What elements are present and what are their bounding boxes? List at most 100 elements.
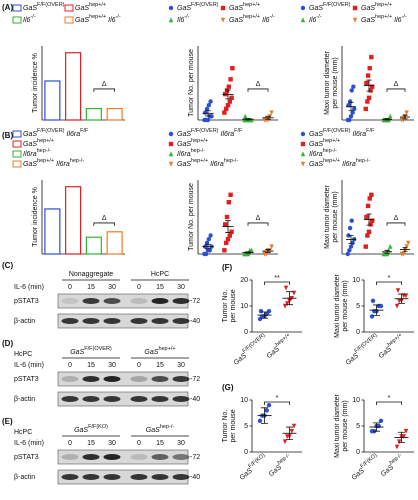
group-label-sup: hep+/+ (158, 346, 175, 352)
annotation-bracket (247, 222, 269, 226)
point (226, 200, 231, 205)
group-label-part: GaS (144, 349, 158, 356)
legend-label-part: GaS (309, 5, 323, 12)
error-bar (373, 304, 380, 316)
size-marker: -40 (190, 318, 200, 325)
point (366, 95, 372, 100)
point (369, 54, 374, 60)
point (365, 233, 370, 238)
error-bar (265, 115, 271, 120)
point (403, 429, 409, 434)
point (229, 95, 234, 100)
y-tick-label: 0 (244, 329, 248, 336)
significance: * (388, 395, 391, 402)
legend-label-sup: hep+/+ (89, 2, 106, 8)
legend-label-sup: hep+/+ (375, 14, 392, 20)
significance-bracket (264, 281, 290, 285)
point (404, 244, 409, 250)
significance-bracket (376, 281, 402, 285)
point (227, 233, 232, 238)
legend-label-part: Il6ra (210, 161, 224, 168)
legend-marker (220, 17, 226, 23)
point (228, 192, 233, 197)
band (151, 318, 169, 324)
legend-label-sup: -/- (402, 14, 407, 20)
band (151, 474, 169, 480)
legend-label-part: Il6ra (56, 161, 70, 168)
legend-label-sup: hep+/+ (191, 158, 208, 164)
legend-label: Il6-/- (23, 14, 36, 23)
error-bar (245, 118, 251, 121)
band (61, 318, 79, 324)
time-label: 15 (87, 362, 95, 369)
error-bar (402, 114, 408, 120)
point (349, 218, 354, 223)
legend-marker (220, 5, 226, 11)
point (266, 309, 272, 314)
legend-label-part: Il6 (23, 17, 31, 24)
legend-label-sup: hep+/+ (323, 158, 340, 164)
time-label: 0 (68, 440, 72, 447)
point (369, 192, 374, 197)
legend-swatch (12, 150, 22, 158)
panel-label: (F) (222, 263, 233, 272)
legend-label-sup: -/- (270, 14, 275, 20)
significance-bracket (264, 401, 290, 405)
point (228, 77, 233, 82)
y-axis-label: per mouse (mm) (342, 280, 349, 331)
band (103, 376, 121, 382)
y-axis-label: per mouse (230, 409, 237, 442)
legend-label-part: Il6 (108, 17, 116, 24)
error-bar (265, 249, 271, 253)
y-axis-label: Tumor No. per mouse (188, 49, 195, 117)
time-label: 15 (156, 362, 164, 369)
point (368, 222, 373, 227)
annotation-bracket (247, 88, 269, 92)
legend-label-sup: F/F (80, 128, 89, 134)
annotation: Δ (394, 81, 399, 88)
legend-label: GaSF/F(OVER) (23, 2, 65, 11)
band (61, 454, 79, 460)
legend-swatch (64, 16, 74, 24)
point (227, 99, 232, 104)
point (249, 247, 254, 253)
point (367, 66, 372, 71)
band (172, 318, 190, 324)
y-tick-label: 5 (356, 423, 360, 430)
point (222, 110, 227, 115)
y-axis-label: Maxi tumor diameter (324, 50, 331, 114)
point (226, 84, 231, 89)
legend-label-part: GaS (309, 141, 323, 148)
legend-marker (168, 5, 174, 11)
point (208, 233, 213, 238)
group-label-sup: F/F(KO) (88, 424, 108, 430)
point (258, 309, 264, 314)
legend-label-sup: hep+/+ (191, 138, 208, 144)
point (370, 298, 376, 303)
error-bar (205, 110, 211, 117)
legend-label: GaSF/F(OVER) Il6raF/F (23, 128, 89, 137)
legend-label-sup: hep-/- (356, 158, 371, 164)
legend-label: GaShep+/+ Il6-/- (75, 14, 121, 23)
bar (44, 80, 61, 121)
significance: * (388, 275, 391, 282)
point (363, 106, 368, 112)
point (368, 88, 373, 93)
band (130, 376, 148, 382)
band (103, 318, 121, 324)
point (365, 73, 371, 78)
point (223, 222, 228, 227)
annotation: Δ (394, 215, 399, 222)
point (283, 285, 289, 291)
error-bar (402, 246, 408, 253)
point (347, 99, 353, 104)
legend-marker (168, 161, 174, 167)
cell-label: HcPC (14, 351, 32, 358)
point (348, 244, 354, 249)
band (82, 454, 100, 460)
bar (65, 52, 82, 121)
legend-swatch (12, 130, 22, 138)
x-tick-label: GaSF/F(KO) (349, 453, 381, 482)
legend-label-part: GaS (229, 5, 243, 12)
